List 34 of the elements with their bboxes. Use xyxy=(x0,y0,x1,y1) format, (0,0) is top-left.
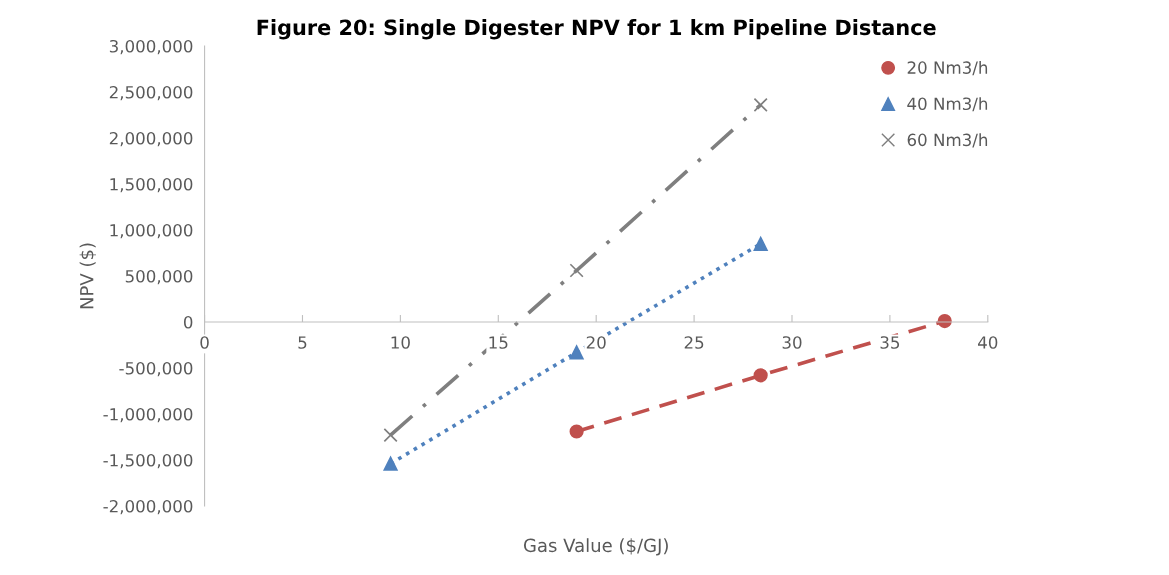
legend-label: 60 Nm3/h xyxy=(907,133,988,148)
point xyxy=(569,263,584,278)
y-tick-label: 2,000,000 xyxy=(109,131,193,147)
x-tick-label: 30 xyxy=(782,336,802,349)
y-tick-label: 0 xyxy=(183,315,193,329)
x-tick-label: 35 xyxy=(880,336,900,349)
y-tick-label: 500,000 xyxy=(125,269,193,285)
x-tick-label: 15 xyxy=(489,336,508,349)
chart-title: Figure 20: Single Digester NPV for 1 km Pipeline Distance xyxy=(257,19,936,40)
y-tick-label: 3,000,000 xyxy=(109,39,193,55)
x-tick-label: 0 xyxy=(200,336,209,349)
x-tick-label: 25 xyxy=(684,336,704,349)
y-axis-title: NPV ($) xyxy=(79,243,96,309)
x-tick-label: 5 xyxy=(298,336,307,349)
y-tick-label: -1,000,000 xyxy=(103,407,193,423)
y-tick-label: -500,000 xyxy=(119,361,193,377)
point xyxy=(569,345,584,360)
y-tick-label: 1,500,000 xyxy=(110,177,193,193)
x-tick-label: 10 xyxy=(391,336,410,349)
point xyxy=(753,236,768,251)
point xyxy=(753,97,768,112)
y-tick-label: -2,000,000 xyxy=(103,499,193,515)
point xyxy=(383,428,398,443)
y-tick-label: 1,000,000 xyxy=(110,223,193,239)
legend-label: 40 Nm3/h xyxy=(907,97,988,112)
x-tick-label: 40 xyxy=(978,336,998,349)
x-tick-label: 20 xyxy=(586,336,606,349)
y-tick-label: -1,500,000 xyxy=(103,453,193,469)
legend-label: 20 Nm3/h xyxy=(907,61,988,76)
point xyxy=(753,368,768,383)
x-axis-title: Gas Value ($/GJ) xyxy=(523,538,668,556)
point xyxy=(569,424,584,439)
point xyxy=(383,456,398,471)
y-tick-label: 2,500,000 xyxy=(109,85,193,101)
